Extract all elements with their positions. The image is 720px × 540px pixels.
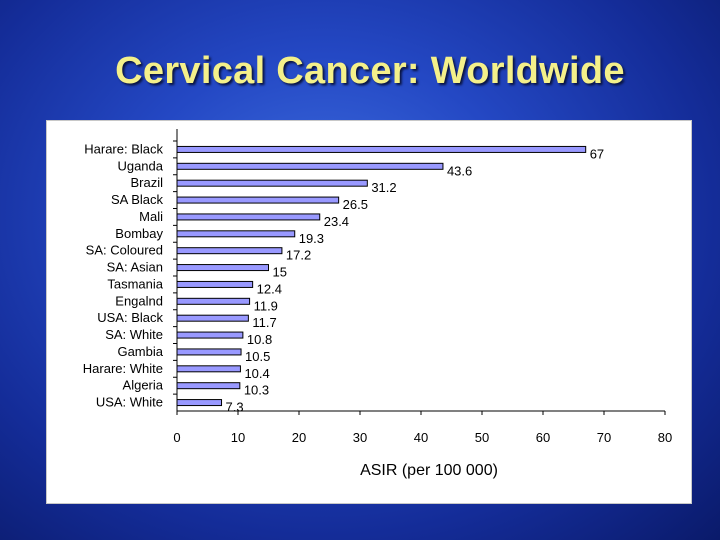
bar (176, 145, 587, 153)
bar (176, 230, 296, 238)
category-label: Gambia (117, 344, 163, 359)
bar (176, 365, 241, 373)
bar (176, 297, 251, 305)
category-label: Tasmania (107, 276, 163, 291)
bar (176, 382, 241, 390)
bar (176, 348, 242, 356)
x-tick-label: 50 (475, 430, 489, 445)
x-tick-label: 70 (597, 430, 611, 445)
category-label: SA: White (105, 327, 163, 342)
value-label: 10.4 (244, 366, 269, 381)
value-label: 11.7 (252, 315, 276, 330)
value-label: 17.2 (286, 248, 311, 263)
bar (176, 162, 444, 170)
value-label: 19.3 (299, 231, 324, 246)
value-label: 11.9 (254, 298, 278, 313)
chart-panel: Harare: Black Uganda Brazil SA Black Mali Bom… (46, 120, 692, 504)
category-label: USA: White (96, 395, 163, 410)
value-label: 26.5 (343, 197, 368, 212)
value-label: 10.3 (244, 383, 269, 398)
value-label: 15 (273, 265, 287, 280)
x-tick-label: 30 (353, 430, 367, 445)
bar (176, 179, 368, 187)
bar-chart: Harare: Black Uganda Brazil SA Black Mali Bom… (83, 129, 672, 479)
category-label: Harare: White (83, 361, 163, 376)
bar (176, 213, 321, 221)
bar (176, 331, 244, 339)
x-tick-label: 80 (658, 430, 672, 445)
category-label: Uganda (117, 158, 163, 173)
bar (176, 196, 340, 204)
category-label: SA: Asian (107, 260, 163, 275)
category-label: SA Black (111, 192, 164, 207)
category-label: Brazil (130, 175, 163, 190)
bar (176, 247, 283, 255)
x-ticks: 0 10 20 30 40 50 60 70 80 (173, 140, 672, 445)
category-label: SA: Coloured (86, 243, 163, 258)
bar (176, 280, 254, 288)
category-label: Bombay (115, 226, 163, 241)
x-tick-label: 0 (173, 430, 180, 445)
value-label: 43.6 (447, 163, 472, 178)
category-label: Mali (139, 209, 163, 224)
value-label: 10.5 (245, 349, 270, 364)
value-label: 31.2 (371, 180, 396, 195)
value-label: 10.8 (247, 332, 272, 347)
slide-title: Cervical Cancer: Worldwide (115, 50, 625, 92)
bars-group (176, 145, 587, 407)
x-tick-label: 20 (292, 430, 306, 445)
category-label: Engalnd (115, 293, 163, 308)
bar (176, 264, 269, 272)
bar (176, 314, 249, 322)
value-label: 7.3 (226, 400, 244, 415)
value-label: 67 (590, 146, 604, 161)
x-tick-label: 40 (414, 430, 428, 445)
bar (176, 399, 223, 407)
value-label: 12.4 (257, 281, 282, 296)
category-label: Algeria (123, 378, 164, 393)
category-labels: Harare: Black Uganda Brazil SA Black Mali Bom… (83, 141, 164, 409)
category-label: USA: Black (97, 310, 163, 325)
category-label: Harare: Black (84, 141, 163, 156)
x-tick-label: 10 (231, 430, 245, 445)
x-axis-title: ASIR (per 100 000) (360, 462, 498, 479)
value-label: 23.4 (324, 214, 349, 229)
x-tick-label: 60 (536, 430, 550, 445)
